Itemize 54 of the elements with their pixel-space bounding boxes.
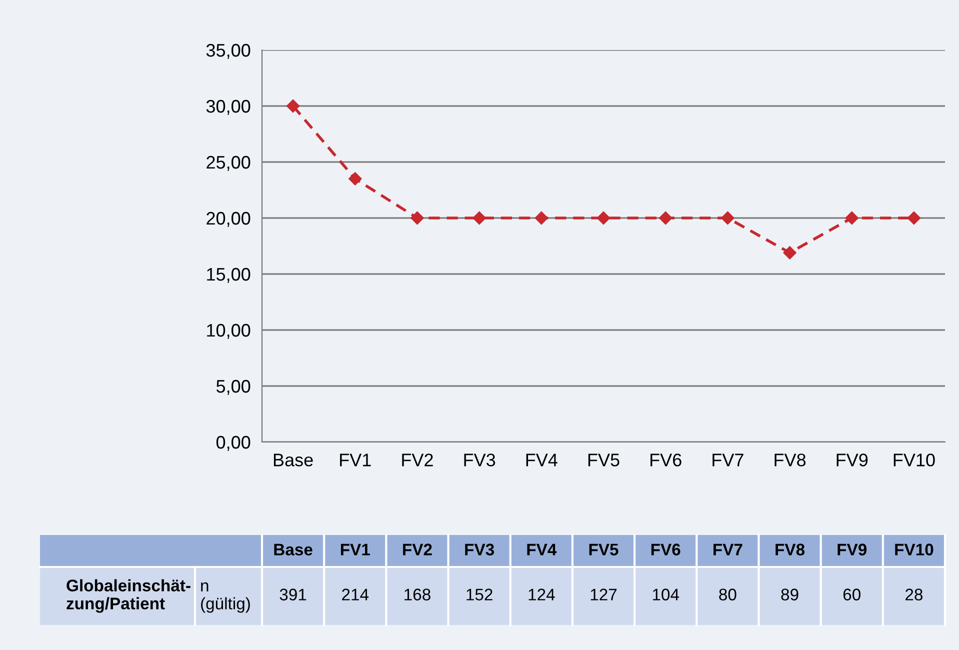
point: [659, 211, 672, 225]
point: [348, 172, 362, 186]
point: [286, 99, 300, 113]
point: [907, 211, 921, 225]
x-tick-label: FV10: [894, 454, 935, 466]
point: [472, 211, 486, 225]
text: 214: [342, 588, 369, 600]
category-label: FV6: [651, 544, 680, 556]
x-tick-label: FV8: [774, 454, 806, 466]
text: 391: [280, 588, 306, 600]
point: [534, 211, 548, 225]
x-tick-label: FV7: [712, 454, 744, 466]
category-label: FV1: [340, 544, 370, 556]
category-label: FV3: [465, 544, 494, 556]
x-tick-label: FV6: [650, 454, 682, 466]
category-label: FV8: [776, 544, 805, 556]
text: n (gültig): [201, 582, 250, 613]
y-tick-label: 25,00: [206, 156, 250, 171]
category-label: FV7: [714, 544, 742, 556]
x-tick-label: FV2: [402, 454, 433, 466]
x-tick-label: FV9: [836, 454, 868, 466]
x-tick-label: FV1: [340, 454, 371, 466]
y-tick-label: 35,00: [206, 44, 250, 59]
x-tick-label: FV4: [526, 454, 558, 466]
text: 152: [466, 588, 492, 600]
point: [721, 211, 734, 225]
point: [845, 211, 858, 225]
y-tick-label: 10,00: [207, 324, 250, 339]
text: 104: [652, 588, 680, 600]
category-label: FV5: [589, 544, 618, 556]
text: 80: [719, 588, 736, 600]
point: [783, 246, 796, 260]
category-label: FV4: [527, 544, 557, 556]
point: [410, 211, 424, 225]
category-label: FV9: [838, 544, 867, 556]
x-tick-label: FV5: [588, 454, 620, 466]
point: [596, 211, 610, 225]
y-tick-label: 0,00: [216, 436, 250, 451]
text: Globaleinschät- zung/Patient: [66, 579, 190, 613]
text: 28: [906, 588, 922, 600]
text: 127: [590, 588, 617, 600]
y-tick-label: 5,00: [216, 380, 250, 395]
text: 89: [781, 588, 798, 600]
text: 168: [404, 588, 430, 600]
y-tick-label: 15,00: [207, 268, 250, 283]
category-label: FV2: [403, 544, 432, 556]
x-tick-label: Base: [274, 454, 313, 466]
text: 124: [528, 588, 555, 600]
y-tick-label: 30,00: [206, 100, 250, 115]
y-tick-label: 20,00: [206, 212, 250, 227]
category-label: Base: [274, 544, 312, 556]
x-tick-label: FV3: [464, 454, 496, 466]
text: 60: [843, 588, 860, 600]
category-label: FV10: [895, 544, 934, 556]
